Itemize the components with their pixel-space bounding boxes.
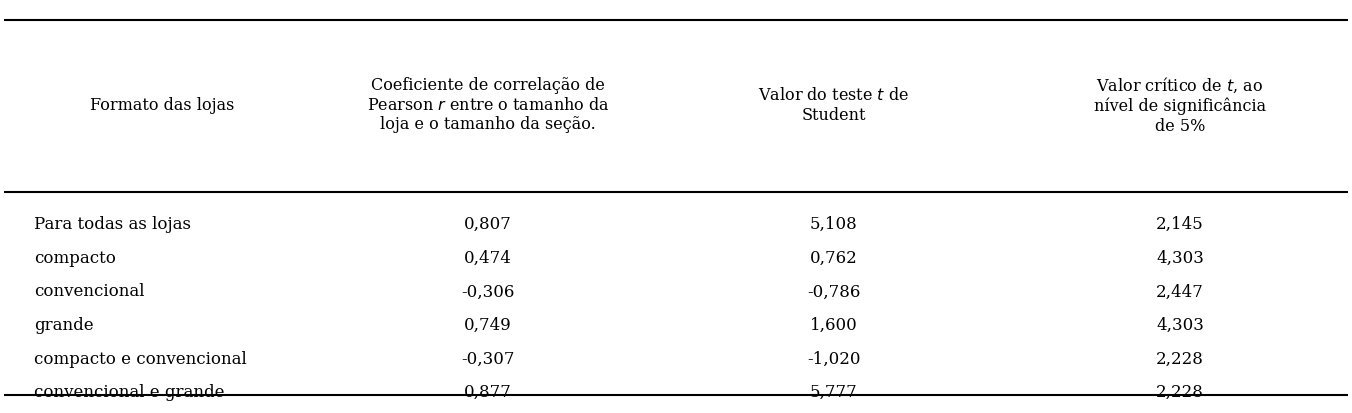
- Text: 2,228: 2,228: [1156, 384, 1203, 401]
- Text: 0,749: 0,749: [464, 317, 512, 334]
- Text: -0,786: -0,786: [807, 283, 861, 300]
- Text: -1,020: -1,020: [807, 351, 861, 368]
- Text: 4,303: 4,303: [1156, 317, 1203, 334]
- Text: 2,228: 2,228: [1156, 351, 1203, 368]
- Text: 0,807: 0,807: [464, 216, 512, 233]
- Text: 5,777: 5,777: [810, 384, 857, 401]
- Text: 0,762: 0,762: [810, 250, 857, 267]
- Text: 0,877: 0,877: [464, 384, 512, 401]
- Text: -0,306: -0,306: [461, 283, 515, 300]
- Text: Formato das lojas: Formato das lojas: [89, 97, 234, 114]
- Text: 0,474: 0,474: [464, 250, 512, 267]
- Text: Valor do teste $t$ de
Student: Valor do teste $t$ de Student: [758, 87, 910, 123]
- Text: 5,108: 5,108: [810, 216, 857, 233]
- Text: compacto e convencional: compacto e convencional: [34, 351, 246, 368]
- Text: compacto: compacto: [34, 250, 116, 267]
- Text: -0,307: -0,307: [461, 351, 515, 368]
- Text: convencional e grande: convencional e grande: [34, 384, 224, 401]
- Text: 2,447: 2,447: [1156, 283, 1203, 300]
- Text: 1,600: 1,600: [810, 317, 857, 334]
- Text: 2,145: 2,145: [1156, 216, 1203, 233]
- Text: Valor crítico de $t$, ao
nível de significância
de 5%: Valor crítico de $t$, ao nível de signif…: [1094, 76, 1265, 135]
- Text: Para todas as lojas: Para todas as lojas: [34, 216, 191, 233]
- Text: convencional: convencional: [34, 283, 145, 300]
- Text: 4,303: 4,303: [1156, 250, 1203, 267]
- Text: Coeficiente de correlação de
Pearson $r$ entre o tamanho da
loja e o tamanho da : Coeficiente de correlação de Pearson $r$…: [366, 77, 610, 133]
- Text: grande: grande: [34, 317, 93, 334]
